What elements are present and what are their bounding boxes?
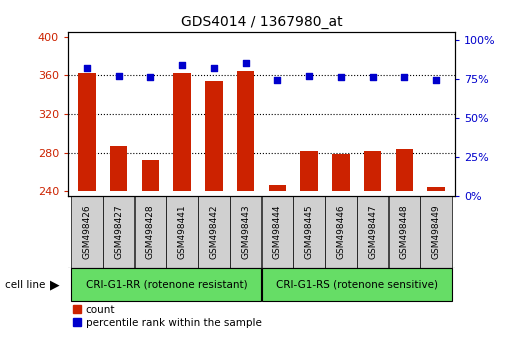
Bar xyxy=(237,70,254,191)
Bar xyxy=(427,187,445,191)
Legend: count, percentile rank within the sample: count, percentile rank within the sample xyxy=(73,305,262,328)
Bar xyxy=(293,196,325,268)
Text: CRI-G1-RS (rotenone sensitive): CRI-G1-RS (rotenone sensitive) xyxy=(276,280,438,290)
Bar xyxy=(364,151,381,191)
Point xyxy=(210,65,218,71)
Bar xyxy=(103,196,134,268)
Title: GDS4014 / 1367980_at: GDS4014 / 1367980_at xyxy=(180,16,343,29)
Text: GSM498449: GSM498449 xyxy=(431,205,440,259)
Text: CRI-G1-RR (rotenone resistant): CRI-G1-RR (rotenone resistant) xyxy=(86,280,247,290)
Point xyxy=(273,78,281,83)
Point xyxy=(178,62,186,68)
Bar xyxy=(389,196,420,268)
Bar xyxy=(174,73,191,191)
Text: GSM498441: GSM498441 xyxy=(178,205,187,259)
Bar xyxy=(269,185,286,191)
Text: GSM498442: GSM498442 xyxy=(209,205,219,259)
Text: GSM498446: GSM498446 xyxy=(336,205,345,259)
Bar xyxy=(198,196,230,268)
Text: ▶: ▶ xyxy=(50,278,60,291)
Text: GSM498428: GSM498428 xyxy=(146,205,155,259)
Bar xyxy=(357,196,388,268)
Text: GSM498445: GSM498445 xyxy=(304,205,314,259)
Point xyxy=(242,60,250,66)
Bar xyxy=(142,160,159,191)
Text: GSM498448: GSM498448 xyxy=(400,205,409,259)
Bar xyxy=(395,149,413,191)
Bar xyxy=(166,196,198,268)
Point xyxy=(115,73,123,79)
Bar xyxy=(71,196,103,268)
Text: GSM498427: GSM498427 xyxy=(114,205,123,259)
Point xyxy=(83,65,91,71)
Text: cell line: cell line xyxy=(5,280,46,290)
Bar xyxy=(262,196,293,268)
Bar xyxy=(205,81,223,191)
Bar xyxy=(110,146,128,191)
Point xyxy=(146,74,155,80)
Bar xyxy=(135,196,166,268)
Point xyxy=(305,73,313,79)
Bar xyxy=(420,196,452,268)
Point xyxy=(337,74,345,80)
Text: GSM498444: GSM498444 xyxy=(273,205,282,259)
Bar xyxy=(71,268,262,301)
Point xyxy=(400,74,408,80)
Bar xyxy=(78,73,96,191)
Text: GSM498447: GSM498447 xyxy=(368,205,377,259)
Bar xyxy=(332,154,349,191)
Text: GSM498443: GSM498443 xyxy=(241,205,250,259)
Point xyxy=(368,74,377,80)
Bar xyxy=(325,196,357,268)
Bar xyxy=(262,268,452,301)
Bar xyxy=(230,196,262,268)
Text: GSM498426: GSM498426 xyxy=(83,205,92,259)
Point xyxy=(432,78,440,83)
Bar xyxy=(300,151,318,191)
